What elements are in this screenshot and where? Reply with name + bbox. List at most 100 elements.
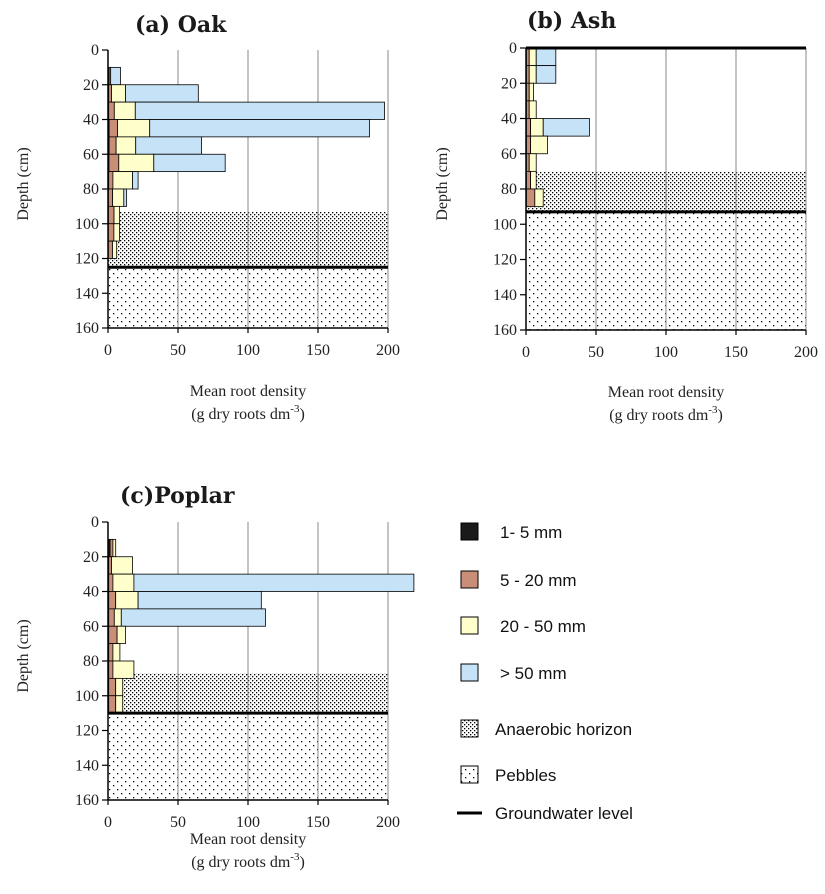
ash-bar-size-20-50 [530,118,544,137]
ash-bar-size-gt-50 [535,65,557,84]
oak-y-axis-label: Depth (cm) [15,147,32,220]
oak-x-tick-label: 100 [236,342,260,359]
poplar-bar-size-20-50 [112,643,121,662]
poplar-bar-size-5-20 [109,538,114,558]
poplar-bar-size-5-20 [108,643,114,662]
chart-panel-oak: 0 20 40 60 80 100 120 140 160 0 50 100 150 200 (a) Oak… [15,12,400,423]
legend: 1- 5 mm 5 - 20 mm 20 - 50 mm > 50 mm Anaerob… [457,522,633,823]
ash-y-axis-label: Depth (cm) [434,147,451,220]
ash-bar-size-20-50 [528,47,537,67]
oak-bar-size-20-50 [113,101,136,120]
ash-y-tick-label: 80 [501,181,517,198]
poplar-bar-size-5-20 [108,591,117,610]
oak-bar-size-gt-50 [110,66,121,86]
oak-x-tick-label: 200 [376,342,400,359]
legend-swatch-4 [460,663,479,682]
oak-bar-size-20-50 [113,223,120,242]
oak-x-unit-text: (g dry roots dm [191,406,291,423]
poplar-bar-size-20-50 [111,556,133,575]
oak-y-tick-label: 100 [75,216,99,233]
oak-x-tick-label: 50 [170,342,186,359]
poplar-bar-size-20-50 [112,573,135,592]
oak-bar-size-20-50 [112,188,125,207]
oak-bar-size-gt-50 [123,188,128,207]
ash-x-tick-label: 200 [794,344,818,361]
legend-label: 20 - 50 mm [500,617,586,636]
legend-swatch-1 [460,522,479,541]
oak-y-tick-label: 120 [75,251,99,268]
oak-bar-size-5-20 [108,119,118,138]
legend-label: Anaerobic horizon [495,720,632,739]
ash-x-unit-text: (g dry roots dm [609,407,709,424]
poplar-y-tick-label: 60 [83,618,99,635]
oak-y-tick-label: 160 [75,320,99,337]
poplar-y-tick-label: 160 [75,792,99,809]
ash-panel-title: (b) Ash [527,8,616,34]
poplar-bar-size-gt-50 [120,608,266,627]
legend-swatch-pebbles [460,765,479,784]
oak-bar-size-20-50 [118,153,155,173]
oak-y-tick-label: 20 [83,77,99,94]
oak-x-axis-label: Mean root density [190,383,306,400]
poplar-y-tick-label: 80 [83,653,99,670]
oak-bar-size-5-20 [107,223,115,242]
ash-bar-size-5-20 [526,100,530,119]
ash-bar-size-5-20 [526,188,536,208]
ash-bar-size-20-50 [528,82,534,102]
ash-x-unit-close: ) [717,407,722,424]
poplar-bar-size-20-50 [115,677,124,697]
poplar-x-unit-text: (g dry roots dm [191,854,291,871]
ash-y-tick-label: 100 [493,216,517,233]
oak-y-tick-label: 140 [75,285,99,302]
ash-x-axis-label: Mean root density [608,384,724,401]
poplar-x-tick-label: 150 [306,814,330,831]
ash-bar-size-20-50 [528,153,537,172]
ash-y-tick-label: 160 [493,322,517,339]
ash-bar-size-5-20 [526,135,532,155]
oak-panel-title: (a) Oak [135,12,227,38]
poplar-y-tick-label: 40 [83,584,99,601]
poplar-y-tick-label: 20 [83,549,99,566]
oak-x-tick-label: 0 [104,342,112,359]
poplar-bar-size-5-20 [108,677,117,697]
oak-bar-size-5-20 [108,205,115,225]
oak-bar-size-5-20 [107,240,113,259]
ash-bar-size-20-50 [534,188,544,208]
poplar-x-unit-exponent: -3 [290,851,300,863]
ash-bar-size-20-50 [530,135,548,155]
ash-bar-size-gt-50 [542,118,590,137]
oak-bar-size-gt-50 [125,84,199,103]
poplar-bar-size-20-50 [113,608,122,627]
poplar-bar-size-5-20 [108,608,115,627]
oak-y-tick-label: 60 [83,146,99,163]
ash-x-tick-label: 0 [522,344,530,361]
legend-swatch-3 [460,616,479,635]
ash-bar-size-20-50 [528,65,537,84]
legend-label: 1- 5 mm [500,523,562,542]
poplar-bar-size-5-20 [108,660,114,679]
poplar-bar-size-20-50 [115,591,139,610]
poplar-bar-size-20-50 [112,538,117,558]
poplar-y-tick-label: 140 [75,757,99,774]
oak-bar-size-5-20 [108,136,117,155]
poplar-x-tick-label: 200 [376,814,400,831]
ash-bar-size-20-50 [528,100,537,119]
oak-x-tick-label: 150 [306,342,330,359]
legend-swatch-anaerobic [460,719,479,738]
ash-bar-size-5-20 [526,118,532,137]
ash-y-tick-label: 20 [501,75,517,92]
poplar-bar-size-gt-50 [133,573,415,592]
ash-bar-size-5-20 [526,153,530,172]
chart-panel-ash: 0 20 40 60 80 100 120 140 160 0 50 100 150 200 (b) Ash… [434,8,818,424]
legend-swatch-2 [460,570,479,589]
oak-bar-size-gt-50 [134,101,385,120]
poplar-y-tick-label: 0 [91,514,99,531]
poplar-y-axis-label: Depth (cm) [15,619,32,692]
poplar-x-unit-close: ) [299,854,304,871]
ash-bar-size-5-20 [526,65,530,84]
ash-bar-size-5-20 [526,170,532,190]
legend-label: Groundwater level [495,804,633,823]
poplar-bar-size-5-20 [108,573,114,592]
oak-bar-size-5-20 [108,84,112,103]
chart-panel-poplar: 0 20 40 60 80 100 120 140 160 0 50 100 150 200 (c)Popl… [15,483,415,871]
